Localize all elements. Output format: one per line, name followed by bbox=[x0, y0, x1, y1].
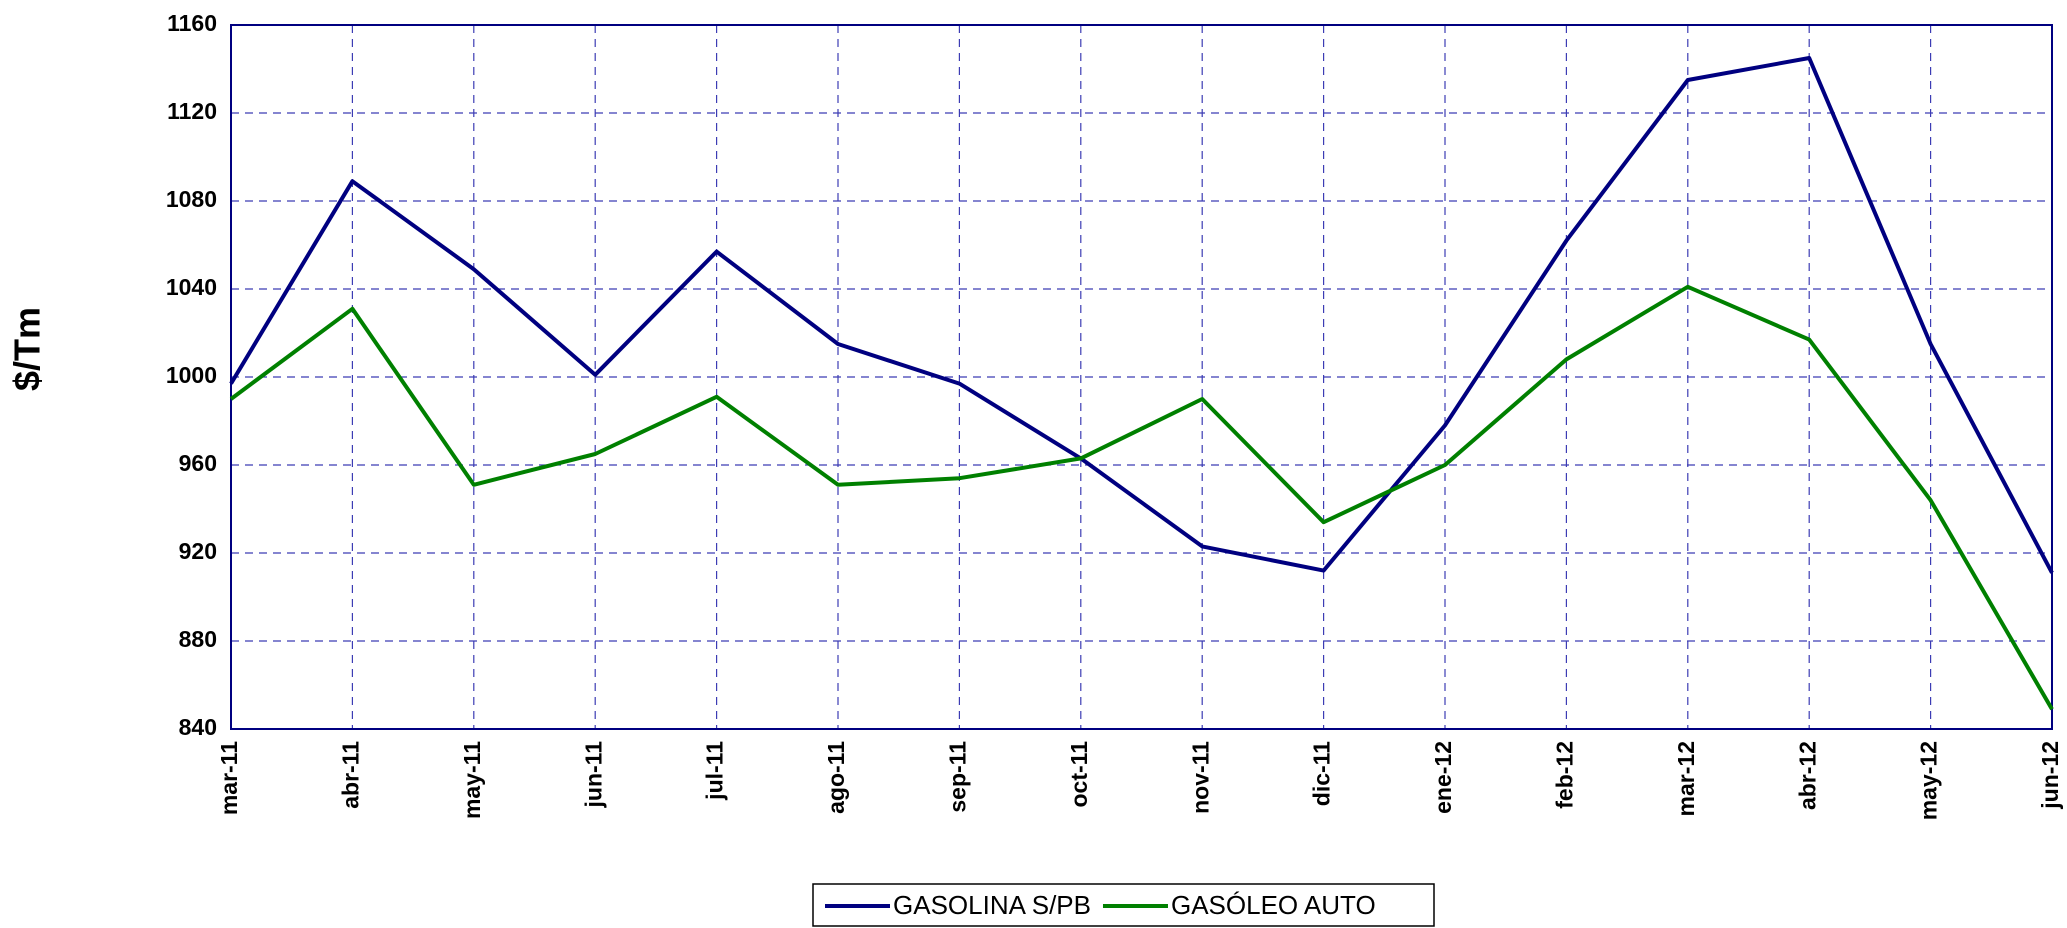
plot-border bbox=[230, 24, 2053, 730]
y-tick-label: 1120 bbox=[167, 98, 217, 124]
y-tick-label: 920 bbox=[179, 538, 217, 564]
series-line bbox=[229, 284, 2054, 711]
legend-label: GASÓLEO AUTO bbox=[1171, 890, 1376, 920]
x-tick-label: feb-12 bbox=[1551, 741, 1577, 809]
x-tick-label: mar-12 bbox=[1673, 741, 1699, 816]
y-tick-label: 1080 bbox=[166, 186, 217, 212]
x-tick-label: nov-11 bbox=[1187, 741, 1213, 814]
x-tick-label: abr-11 bbox=[337, 741, 363, 809]
y-tick-label: 840 bbox=[179, 714, 217, 740]
y-tick-label: 1160 bbox=[167, 10, 217, 36]
series-line bbox=[229, 56, 2054, 574]
x-tick-label: sep-11 bbox=[944, 741, 970, 813]
x-tick-label: ago-11 bbox=[823, 741, 849, 814]
y-tick-label: 880 bbox=[179, 626, 217, 652]
x-tick-label: dic-11 bbox=[1309, 741, 1335, 806]
x-tick-label: may-11 bbox=[459, 741, 485, 819]
legend-label: GASOLINA S/PB bbox=[893, 890, 1091, 920]
y-tick-label: 1000 bbox=[166, 362, 217, 388]
y-tick-label: 1040 bbox=[166, 274, 217, 300]
y-axis-label: $/Tm bbox=[7, 307, 48, 391]
x-tick-label: may-12 bbox=[1916, 741, 1942, 820]
x-tick-label: abr-12 bbox=[1794, 741, 1820, 810]
x-tick-label: ene-12 bbox=[1430, 741, 1456, 814]
x-tick-label: oct-11 bbox=[1066, 741, 1092, 808]
y-tick-label: 960 bbox=[179, 450, 217, 476]
x-tick-label: jun-12 bbox=[2037, 741, 2063, 810]
x-tick-label: jul-11 bbox=[702, 741, 728, 801]
x-tick-label: jun-11 bbox=[580, 741, 606, 809]
x-tick-label: mar-11 bbox=[216, 741, 242, 815]
